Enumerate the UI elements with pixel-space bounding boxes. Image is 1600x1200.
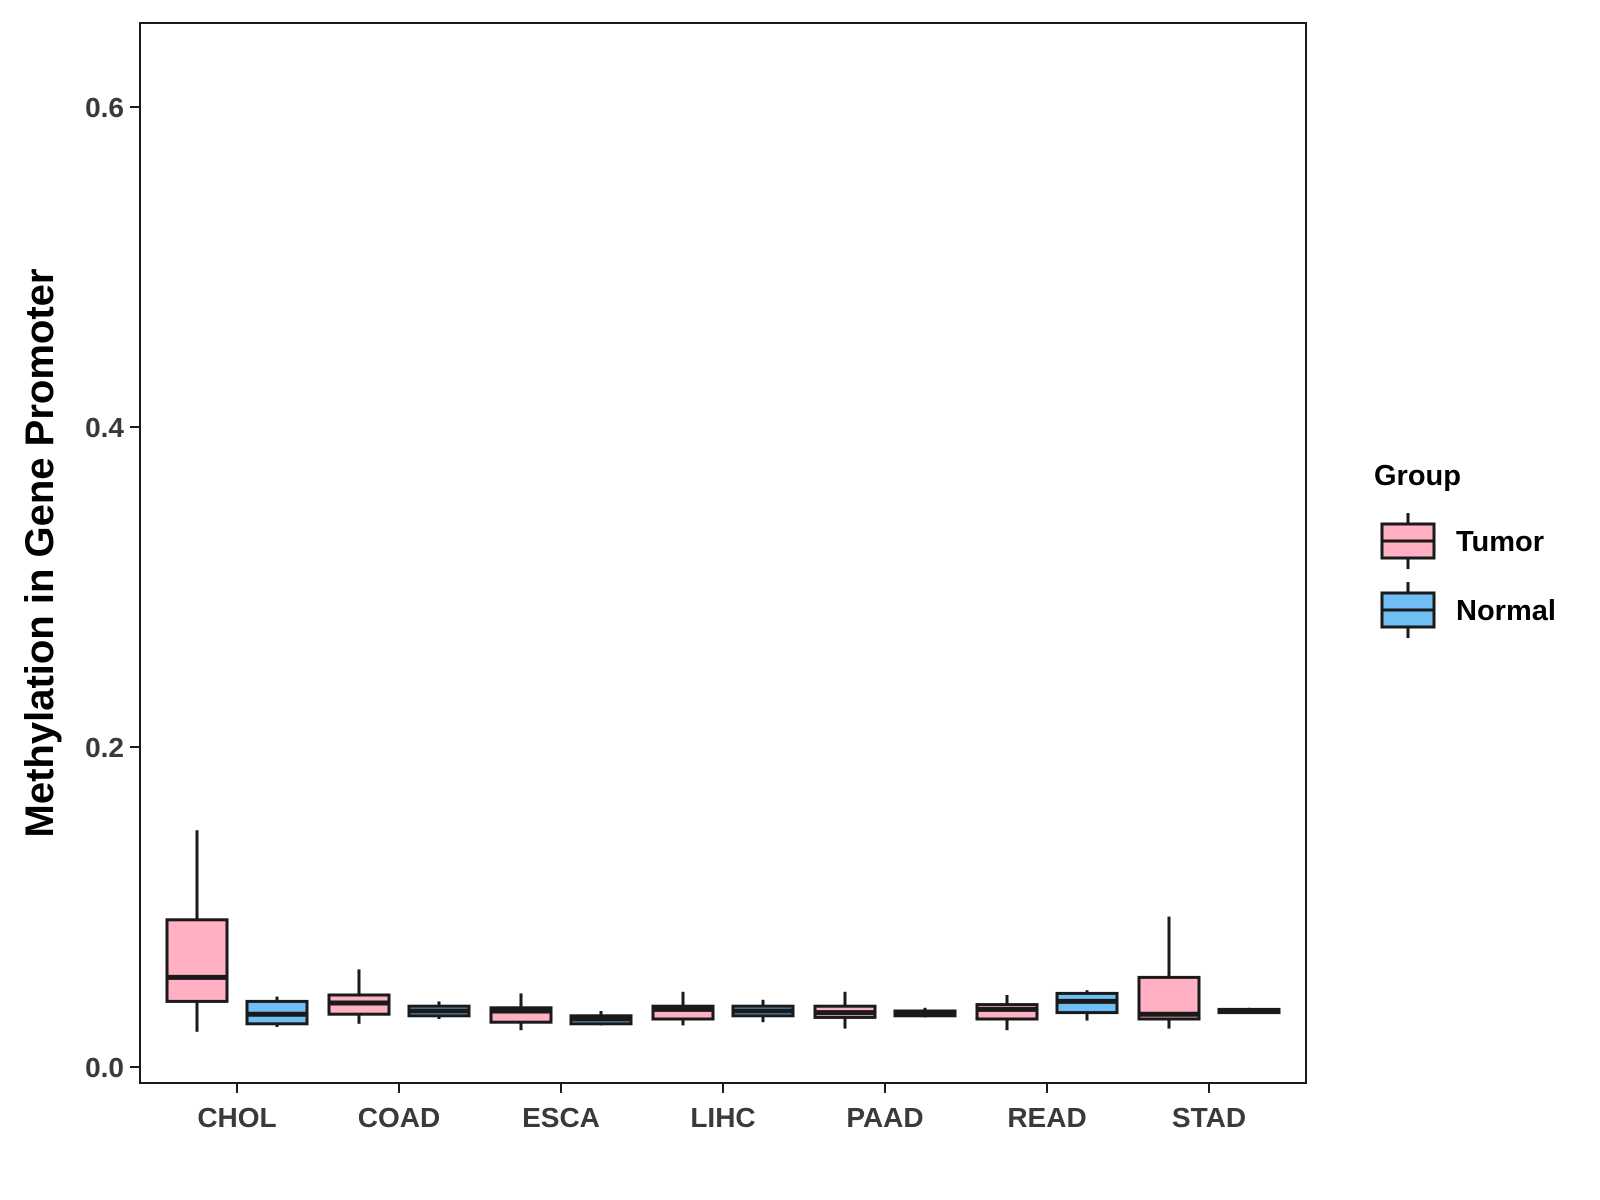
y-tick-label: 0.6 [85, 92, 124, 123]
legend-label: Normal [1456, 595, 1556, 627]
box-normal-esca [569, 1011, 633, 1026]
x-tick-label: LIHC [690, 1102, 755, 1133]
legend-label: Tumor [1456, 526, 1544, 558]
legend-item-tumor: Tumor [1380, 513, 1544, 569]
legend-title: Group [1374, 460, 1461, 492]
x-tick-label: COAD [358, 1102, 440, 1133]
box-normal-chol [245, 996, 309, 1027]
box-tumor-stad [1137, 916, 1201, 1029]
y-axis: 0.0 0.2 0.4 0.6 [85, 92, 140, 1083]
box-normal-coad [407, 1001, 471, 1019]
x-tick-label: READ [1007, 1102, 1086, 1133]
box-tumor-esca [489, 993, 553, 1031]
box-normal-read [1055, 990, 1119, 1021]
box-normal-paad [893, 1007, 957, 1018]
y-tick-label: 0.0 [85, 1052, 124, 1083]
legend: Group Tumor Normal [1374, 460, 1556, 638]
box-tumor-coad [327, 969, 391, 1024]
x-tick-label: PAAD [846, 1102, 923, 1133]
x-tick-label: STAD [1172, 1102, 1246, 1133]
y-axis-title: Methylation in Gene Promoter [18, 269, 62, 838]
box-tumor-read [975, 995, 1039, 1031]
box-iqr [165, 918, 229, 1003]
box-tumor-paad [813, 991, 877, 1029]
box-series [165, 830, 1281, 1032]
box-tumor-chol [165, 830, 229, 1032]
x-axis: CHOL COAD ESCA LIHC PAAD READ STAD [197, 1083, 1246, 1133]
plot-panel [139, 22, 1307, 1084]
box-tumor-lihc [651, 991, 715, 1026]
x-tick-label: ESCA [522, 1102, 600, 1133]
box-normal-lihc [731, 999, 795, 1023]
x-tick-label: CHOL [197, 1102, 276, 1133]
y-tick-label: 0.4 [85, 412, 124, 443]
y-tick-label: 0.2 [85, 732, 124, 763]
box-normal-stad [1217, 1007, 1281, 1015]
legend-item-normal: Normal [1380, 582, 1556, 638]
